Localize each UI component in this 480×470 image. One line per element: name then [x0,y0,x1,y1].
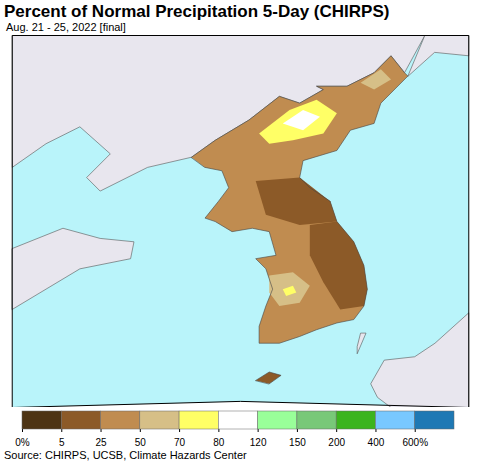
html-text:Percent of Normal Precipitatio: Percent of Normal Precipitation 5-Day (C… [4,2,390,21]
svg-text:5: 5 [59,437,65,448]
svg-text:80: 80 [213,437,225,448]
svg-text:200: 200 [328,437,345,448]
svg-text:120: 120 [250,437,267,448]
html-text:Aug. 21 - 25, 2022 [final]: Aug. 21 - 25, 2022 [final] [6,21,126,33]
svg-text:150: 150 [289,437,306,448]
svg-text:50: 50 [135,437,147,448]
svg-text:25: 25 [95,437,107,448]
svg-text:400: 400 [368,437,385,448]
html-text:Source: CHIRPS, UCSB, Climate: Source: CHIRPS, UCSB, Climate Hazards Ce… [4,449,247,461]
svg-text:600%: 600% [402,437,428,448]
svg-text:70: 70 [174,437,186,448]
svg-text:0%: 0% [15,437,30,448]
